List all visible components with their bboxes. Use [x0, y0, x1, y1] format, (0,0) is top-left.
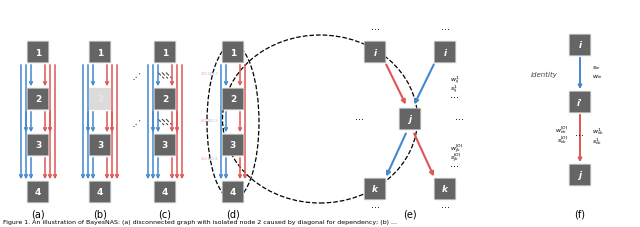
Text: $s_{23}$: $s_{23}$: [208, 116, 218, 124]
FancyBboxPatch shape: [364, 178, 386, 200]
Text: $s_{12}$: $s_{12}$: [200, 70, 210, 78]
Text: identity: identity: [531, 71, 558, 77]
Text: $s_{23}$: $s_{23}$: [200, 116, 210, 124]
Text: (a): (a): [31, 209, 45, 219]
Text: $s^{|O|}_{jk}$: $s^{|O|}_{jk}$: [450, 151, 461, 164]
Text: $s_{12}$: $s_{12}$: [208, 70, 218, 78]
Text: 4: 4: [97, 188, 103, 197]
Text: $w^1_{ij}$: $w^1_{ij}$: [450, 75, 460, 87]
Text: i: i: [579, 41, 582, 50]
FancyBboxPatch shape: [89, 135, 111, 156]
Text: $s_{24}$: $s_{24}$: [208, 155, 218, 163]
Text: 2: 2: [230, 95, 236, 104]
FancyBboxPatch shape: [222, 181, 244, 203]
FancyBboxPatch shape: [399, 109, 421, 130]
Text: 1: 1: [97, 48, 103, 57]
Text: (f): (f): [575, 209, 586, 219]
Text: 3: 3: [97, 141, 103, 150]
Text: k: k: [442, 185, 448, 194]
Text: ···: ···: [456, 114, 465, 124]
FancyBboxPatch shape: [434, 42, 456, 64]
FancyBboxPatch shape: [154, 181, 176, 203]
Text: (e): (e): [403, 209, 417, 219]
Text: Figure 1. An illustration of BayesNAS: (a) disconnected graph with isolated node: Figure 1. An illustration of BayesNAS: (…: [3, 219, 397, 224]
Text: ···: ···: [355, 114, 365, 124]
FancyBboxPatch shape: [222, 135, 244, 156]
Text: $s^1_{i\prime k}$: $s^1_{i\prime k}$: [592, 136, 602, 147]
FancyBboxPatch shape: [27, 135, 49, 156]
FancyBboxPatch shape: [154, 135, 176, 156]
Text: $s^{|O|}_{i\prime k}$: $s^{|O|}_{i\prime k}$: [557, 134, 568, 147]
FancyBboxPatch shape: [27, 42, 49, 64]
Text: $w_{ii\prime}$: $w_{ii\prime}$: [592, 73, 603, 81]
Text: k: k: [372, 185, 378, 194]
Text: ···: ···: [450, 93, 459, 103]
Text: 1: 1: [162, 48, 168, 57]
Text: 4: 4: [35, 188, 41, 197]
FancyBboxPatch shape: [154, 42, 176, 64]
Text: 2: 2: [35, 95, 41, 104]
Text: 3: 3: [35, 141, 41, 150]
Text: (d): (d): [226, 209, 240, 219]
FancyBboxPatch shape: [222, 89, 244, 110]
Text: 2: 2: [162, 95, 168, 104]
Text: (c): (c): [159, 209, 172, 219]
Text: 2: 2: [97, 95, 103, 104]
Text: $w^{|O|}_{jk}$: $w^{|O|}_{jk}$: [450, 142, 463, 155]
Text: $w^{|O|}_{i\prime k}$: $w^{|O|}_{i\prime k}$: [555, 124, 568, 137]
FancyBboxPatch shape: [27, 181, 49, 203]
Text: $\cdot\!\cdot\!\cdot$: $\cdot\!\cdot\!\cdot$: [129, 68, 145, 84]
Text: ···: ···: [440, 202, 449, 212]
FancyBboxPatch shape: [434, 178, 456, 200]
Text: i: i: [444, 48, 447, 57]
Text: ···: ···: [440, 25, 449, 35]
FancyBboxPatch shape: [364, 42, 386, 64]
Text: $\cdot\!\cdot\!\cdot$: $\cdot\!\cdot\!\cdot$: [129, 114, 145, 131]
Text: j: j: [408, 115, 412, 124]
Text: 4: 4: [162, 188, 168, 197]
Text: $s_{24}$: $s_{24}$: [200, 155, 211, 163]
Text: ···: ···: [575, 131, 584, 141]
FancyBboxPatch shape: [154, 89, 176, 110]
Text: i': i': [577, 98, 583, 107]
Text: $w^1_{i\prime k}$: $w^1_{i\prime k}$: [592, 126, 604, 137]
Text: ···: ···: [371, 202, 380, 212]
Text: ···: ···: [371, 25, 380, 35]
FancyBboxPatch shape: [569, 35, 591, 57]
FancyBboxPatch shape: [222, 42, 244, 64]
Text: j: j: [579, 171, 582, 180]
FancyBboxPatch shape: [89, 181, 111, 203]
FancyBboxPatch shape: [569, 92, 591, 113]
Text: ···: ···: [450, 161, 459, 171]
Text: 3: 3: [230, 141, 236, 150]
FancyBboxPatch shape: [89, 42, 111, 64]
FancyBboxPatch shape: [569, 165, 591, 186]
Text: (b): (b): [93, 209, 107, 219]
Text: $s_{ii\prime}$: $s_{ii\prime}$: [592, 64, 601, 72]
Text: 3: 3: [162, 141, 168, 150]
Text: i: i: [373, 48, 376, 57]
Text: 1: 1: [35, 48, 41, 57]
Text: 1: 1: [230, 48, 236, 57]
Text: $s^1_{ij}$: $s^1_{ij}$: [450, 84, 458, 96]
FancyBboxPatch shape: [89, 89, 111, 110]
FancyBboxPatch shape: [27, 89, 49, 110]
Text: 4: 4: [230, 188, 236, 197]
